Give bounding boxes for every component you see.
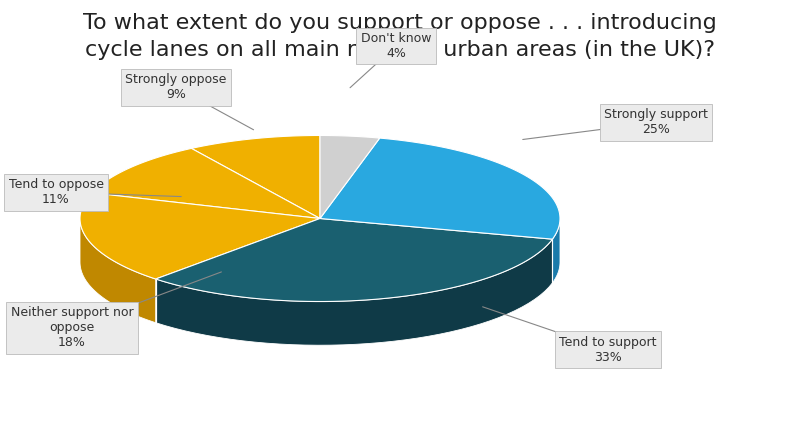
Text: Neither support nor
oppose
18%: Neither support nor oppose 18% <box>10 306 134 349</box>
Polygon shape <box>553 218 560 283</box>
Text: Strongly support
25%: Strongly support 25% <box>604 108 708 136</box>
Polygon shape <box>92 149 320 218</box>
Text: Strongly oppose
9%: Strongly oppose 9% <box>126 73 226 101</box>
Text: Don't know
4%: Don't know 4% <box>361 32 431 60</box>
Polygon shape <box>191 135 320 218</box>
Polygon shape <box>320 135 380 218</box>
Polygon shape <box>320 138 560 239</box>
Polygon shape <box>156 218 553 302</box>
Text: To what extent do you support or oppose . . . introducing
cycle lanes on all mai: To what extent do you support or oppose … <box>83 13 717 59</box>
Text: Tend to support
33%: Tend to support 33% <box>559 336 657 364</box>
Text: Tend to oppose
11%: Tend to oppose 11% <box>9 178 103 206</box>
Polygon shape <box>156 239 553 345</box>
Polygon shape <box>80 193 320 279</box>
Polygon shape <box>80 218 156 323</box>
